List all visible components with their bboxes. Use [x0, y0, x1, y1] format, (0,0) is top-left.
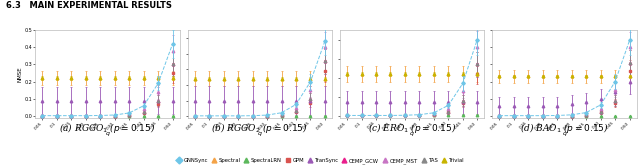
X-axis label: q: q	[410, 131, 414, 136]
X-axis label: q: q	[258, 131, 262, 136]
Text: (d) BAO$_1$ ($p = 0.15$): (d) BAO$_1$ ($p = 0.15$)	[520, 121, 609, 135]
Text: (b) RGGO$_2$ ($p = 0.15$): (b) RGGO$_2$ ($p = 0.15$)	[211, 121, 308, 135]
X-axis label: q: q	[106, 131, 109, 136]
Y-axis label: NMSE: NMSE	[18, 66, 23, 82]
X-axis label: q: q	[563, 131, 566, 136]
Text: (c) ERO$_1$ ($p = 0.15$): (c) ERO$_1$ ($p = 0.15$)	[368, 121, 456, 135]
Text: (a) RGGO$_1$ ($p = 0.15$): (a) RGGO$_1$ ($p = 0.15$)	[60, 121, 156, 135]
Legend: GNNSync, Spectral, SpectraLRN, GPM, TranSync, CEMP_GCW, CEMP_MST, TAS, Trivial: GNNSync, Spectral, SpectraLRN, GPM, Tran…	[175, 158, 465, 164]
Text: 6.3   MAIN EXPERIMENTAL RESULTS: 6.3 MAIN EXPERIMENTAL RESULTS	[6, 1, 172, 10]
